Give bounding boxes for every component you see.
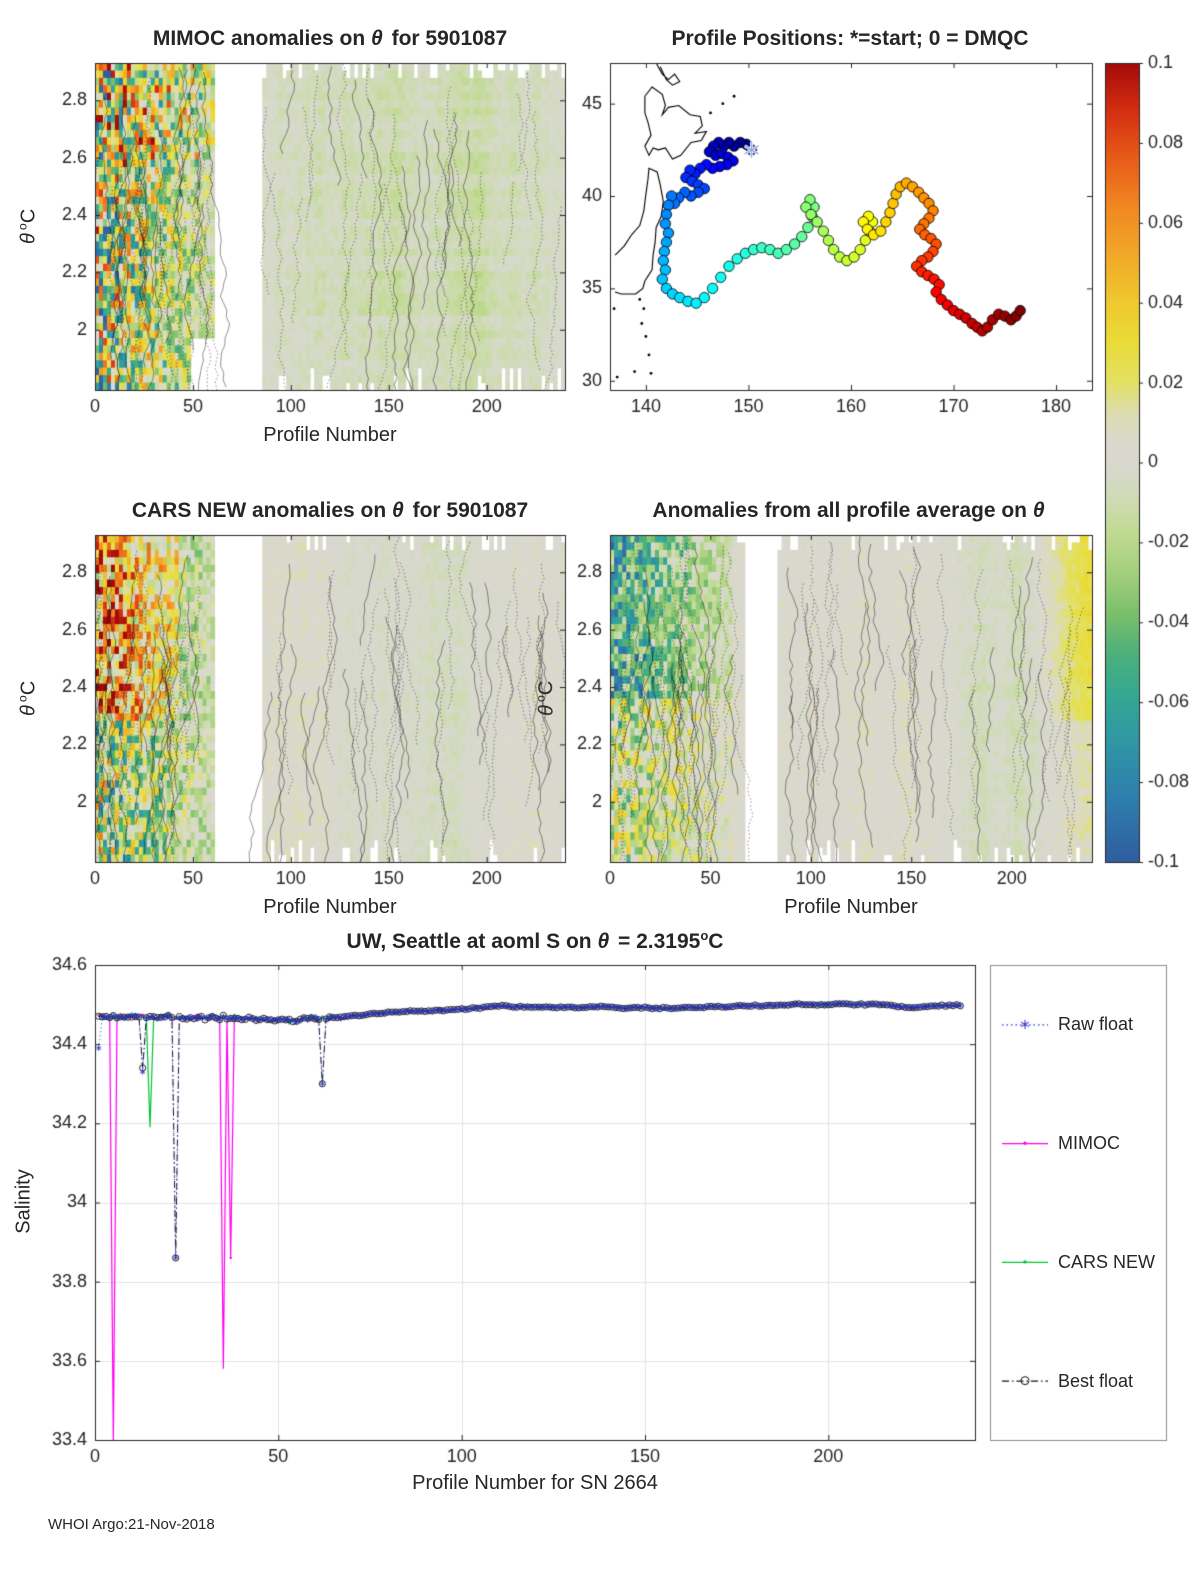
legend-label-cars-new: CARS NEW	[1058, 1252, 1156, 1272]
title-cars-anomalies: CARS NEW anomalies on θ for 5901087	[75, 499, 585, 523]
ylabel-text: C	[535, 680, 558, 696]
theta-symbol: θ	[371, 27, 383, 50]
theta-symbol: θ	[17, 233, 40, 244]
theta-symbol: θ	[597, 930, 610, 953]
legend-label-best-float: Best float	[1058, 1371, 1134, 1391]
title-text: for 5901087	[406, 499, 529, 522]
title-text: = 2.3195	[612, 930, 701, 953]
title-text: UW, Seattle at aoml S on	[346, 930, 598, 953]
title-text: Anomalies from all profile average on	[652, 499, 1033, 522]
footer-text: WHOI Argo:21-Nov-2018	[48, 1516, 215, 1533]
title-profile-positions: Profile Positions: *=start; 0 = DMQC	[671, 27, 1029, 50]
xlabel-cars: Profile Number	[263, 896, 397, 918]
title-salinity-comparison: UW, Seattle at aoml S on θ = 2.3195oC	[95, 928, 975, 954]
ylabel-text: C	[17, 680, 40, 696]
title-text: for 5901087	[385, 27, 508, 50]
title-allprofile-anomalies: Anomalies from all profile average on θ	[600, 499, 1100, 523]
legend-label-raw-float: Raw float	[1058, 1014, 1134, 1034]
legend-label-mimoc: MIMOC	[1058, 1133, 1120, 1153]
superscript-o: o	[15, 223, 30, 231]
xlabel-salinity: Profile Number for SN 2664	[412, 1472, 658, 1494]
superscript-o: o	[15, 695, 30, 703]
ylabel-text: C	[17, 208, 40, 224]
ylabel-salinity: Salinity	[12, 1169, 35, 1234]
theta-symbol: θ	[535, 705, 558, 716]
theta-symbol: θ	[392, 499, 404, 522]
theta-symbol: θ	[17, 705, 40, 716]
xlabel-allavg: Profile Number	[784, 896, 918, 918]
superscript-o: o	[533, 695, 548, 703]
xlabel-mimoc: Profile Number	[263, 424, 397, 446]
ylabel-allavg-theta: θoC	[534, 628, 559, 768]
title-text: MIMOC anomalies on	[152, 27, 372, 50]
title-mimoc-anomalies: MIMOC anomalies on θ for 5901087	[95, 27, 565, 51]
theta-symbol: θ	[1032, 499, 1045, 522]
title-text: C	[708, 930, 724, 953]
ylabel-mimoc-theta: θoC	[16, 156, 41, 296]
superscript-o: o	[700, 928, 709, 943]
ylabel-cars-theta: θoC	[16, 628, 41, 768]
title-text: CARS NEW anomalies on	[131, 499, 393, 522]
